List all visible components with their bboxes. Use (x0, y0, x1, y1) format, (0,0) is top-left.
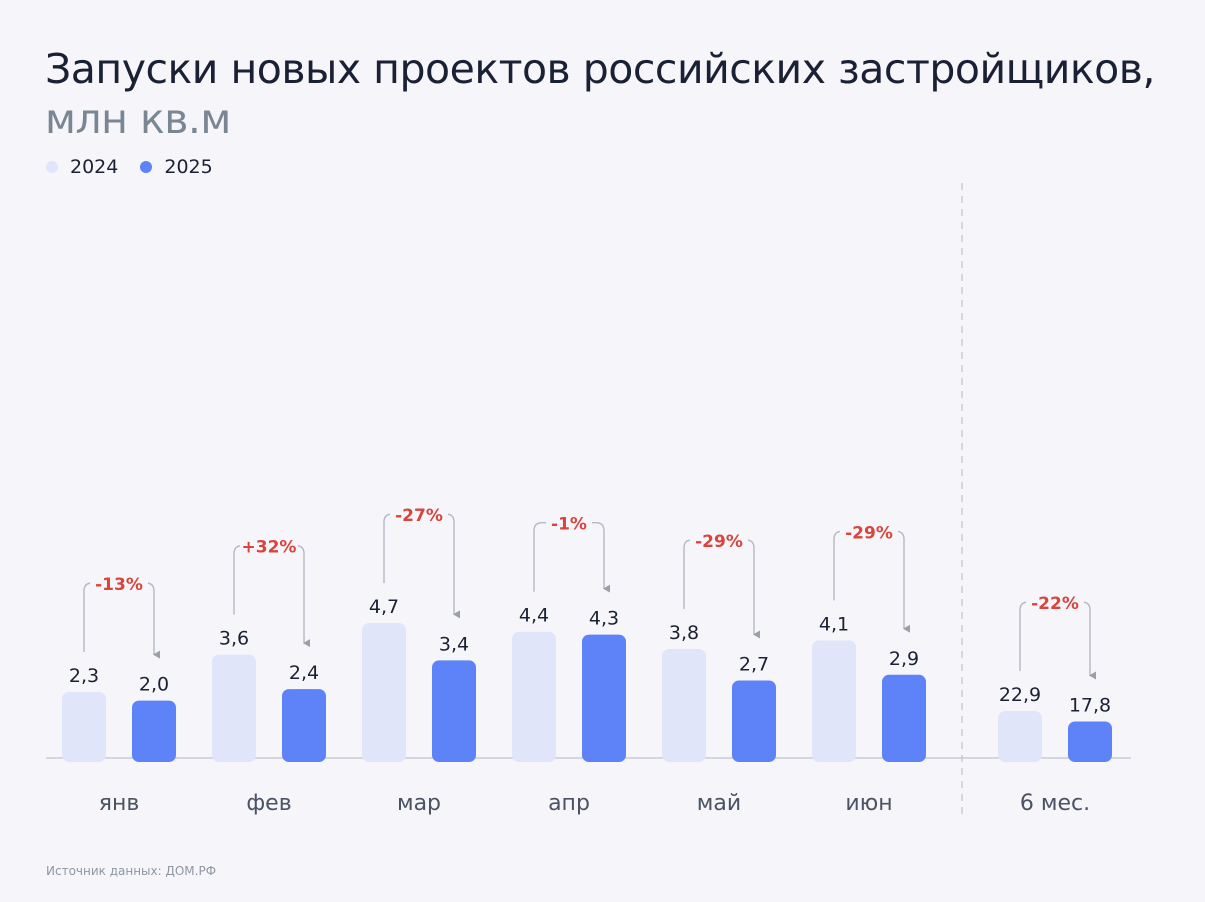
bar-2024-3 (512, 632, 556, 762)
change-label-2: -27% (395, 506, 443, 526)
data-label-2024-1: 3,6 (219, 628, 249, 650)
bar-2025-5 (882, 675, 926, 762)
data-label-2025-1: 2,4 (289, 662, 319, 684)
bar-2024-0 (62, 692, 106, 762)
data-label-2024-4: 3,8 (669, 622, 699, 644)
data-label-2025-6: 17,8 (1069, 695, 1111, 717)
data-label-2025-2: 3,4 (439, 633, 469, 655)
bar-2025-1 (282, 689, 326, 762)
bar-2024-1 (212, 655, 256, 762)
data-label-2025-0: 2,0 (139, 674, 169, 696)
bar-2025-3 (582, 635, 626, 762)
bar-2024-2 (362, 623, 406, 762)
x-tick-label-5: июн (845, 791, 892, 816)
bar-2025-4 (732, 681, 776, 762)
data-label-2024-0: 2,3 (69, 665, 99, 687)
change-label-3: -1% (551, 515, 587, 535)
x-tick-label-1: фев (246, 791, 291, 816)
data-label-2024-5: 4,1 (819, 613, 849, 635)
data-label-2024-2: 4,7 (369, 596, 399, 618)
bar-2025-2 (432, 660, 476, 762)
data-label-2025-5: 2,9 (889, 648, 919, 670)
change-label-1: +32% (242, 538, 297, 558)
data-label-2024-6: 22,9 (999, 684, 1041, 706)
change-arrow-4 (684, 540, 754, 635)
data-label-2025-3: 4,3 (589, 608, 619, 630)
data-label-2024-3: 4,4 (519, 605, 549, 627)
x-tick-label-6: 6 мес. (1020, 791, 1090, 816)
x-tick-label-3: апр (548, 791, 590, 816)
x-tick-label-2: мар (397, 791, 441, 816)
data-source-note: Источник данных: ДОМ.РФ (46, 864, 216, 878)
bar-2025-0 (132, 701, 176, 762)
change-label-6: -22% (1031, 594, 1079, 614)
change-label-0: -13% (95, 575, 143, 595)
x-tick-label-4: май (697, 791, 741, 816)
change-label-4: -29% (695, 532, 743, 552)
x-tick-label-0: янв (99, 791, 140, 816)
bar-2024-5 (812, 640, 856, 762)
bar-2024-6 (998, 711, 1042, 762)
data-label-2025-4: 2,7 (739, 654, 769, 676)
bar-2024-4 (662, 649, 706, 762)
bar-2025-6 (1068, 722, 1112, 762)
change-label-5: -29% (845, 523, 893, 543)
